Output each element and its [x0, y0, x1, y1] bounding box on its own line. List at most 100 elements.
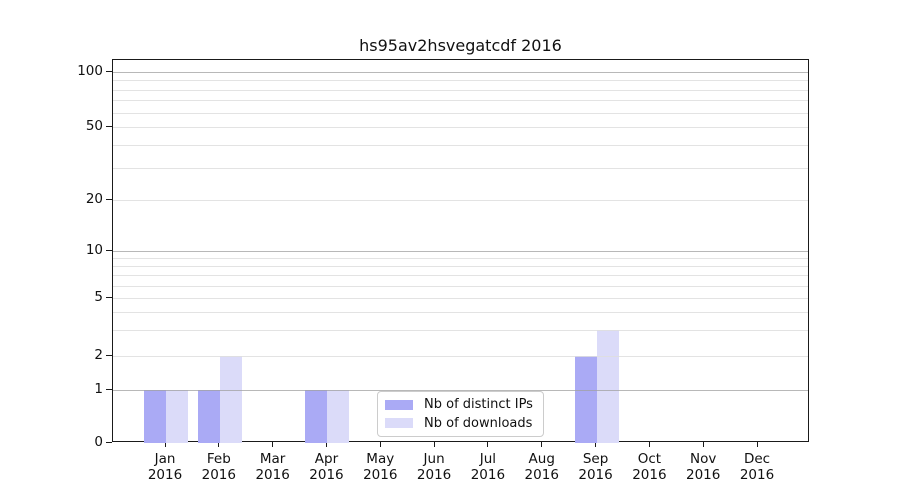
- year-label: 2016: [255, 467, 290, 483]
- year-label: 2016: [578, 467, 613, 483]
- y-tick-label: 100: [77, 63, 103, 79]
- year-label: 2016: [201, 467, 236, 483]
- y-tick: [106, 198, 112, 200]
- x-tick-label-nov: Nov 2016: [675, 451, 731, 483]
- y-tick-label: 1: [94, 381, 103, 397]
- month-label: Apr: [314, 451, 339, 467]
- minor-gridline: [113, 167, 808, 169]
- x-tick: [433, 442, 435, 447]
- month-label: Jul: [479, 451, 497, 467]
- minor-gridline: [113, 285, 808, 287]
- minor-gridline: [113, 100, 808, 102]
- x-tick: [756, 442, 758, 447]
- minor-gridline: [113, 258, 808, 260]
- minor-gridline: [113, 312, 808, 314]
- month-label: Oct: [637, 451, 662, 467]
- minor-gridline: [113, 200, 808, 201]
- y-tick: [106, 441, 112, 443]
- minor-gridline: [113, 298, 808, 299]
- x-tick-label-feb: Feb 2016: [191, 451, 247, 483]
- month-label: Jan: [154, 451, 176, 467]
- bar-nb-of-downloads-apr: [327, 390, 350, 443]
- x-tick: [164, 442, 166, 447]
- y-tick-label: 50: [85, 118, 103, 134]
- x-tick-label-mar: Mar 2016: [245, 451, 301, 483]
- legend-entry-distinct-ips: Nb of distinct IPs: [385, 397, 543, 413]
- year-label: 2016: [739, 467, 775, 483]
- minor-gridline: [113, 89, 808, 91]
- bar-nb-of-downloads-jan: [166, 390, 188, 443]
- x-tick-label-jul: Jul 2016: [460, 451, 516, 483]
- x-tick-label-jun: Jun 2016: [406, 451, 462, 483]
- legend-swatch-distinct-ips-icon: [385, 399, 413, 410]
- major-gridline: [113, 72, 808, 73]
- x-tick: [541, 442, 543, 447]
- minor-gridline: [113, 356, 808, 357]
- legend: Nb of distinct IPs Nb of downloads: [377, 391, 544, 437]
- y-tick: [106, 70, 112, 72]
- year-label: 2016: [363, 467, 398, 483]
- y-tick-label: 2: [94, 347, 103, 363]
- x-tick-label-aug: Aug 2016: [514, 451, 570, 483]
- year-label: 2016: [309, 467, 344, 483]
- y-tick-label: 10: [85, 242, 103, 258]
- x-tick-label-sep: Sep 2016: [568, 451, 624, 483]
- month-label: Jun: [423, 451, 445, 467]
- bar-nb-of-downloads-sep: [596, 330, 619, 443]
- major-gridline: [113, 251, 808, 252]
- month-label: Dec: [743, 451, 771, 467]
- bar-nb-of-distinct-ips-jan: [144, 390, 166, 443]
- month-label: Sep: [582, 451, 609, 467]
- year-label: 2016: [632, 467, 667, 483]
- chart-title: hs95av2hsvegatcdf 2016: [359, 36, 562, 55]
- x-tick: [218, 442, 220, 447]
- x-tick: [272, 442, 274, 447]
- y-tick: [106, 296, 112, 298]
- month-label: Mar: [259, 451, 286, 467]
- legend-label: Nb of distinct IPs: [424, 397, 533, 413]
- x-tick-label-oct: Oct 2016: [621, 451, 677, 483]
- year-label: 2016: [686, 467, 721, 483]
- minor-gridline: [113, 275, 808, 277]
- x-tick-label-jan: Jan 2016: [137, 451, 193, 483]
- month-label: Feb: [206, 451, 231, 467]
- bar-nb-of-downloads-feb: [219, 356, 242, 443]
- y-tick: [106, 249, 112, 251]
- bar-nb-of-distinct-ips-apr: [305, 390, 328, 443]
- month-label: Nov: [690, 451, 717, 467]
- legend-entry-downloads: Nb of downloads: [385, 415, 543, 431]
- x-tick-label-dec: Dec 2016: [729, 451, 785, 483]
- x-tick-label-may: May 2016: [352, 451, 408, 483]
- year-label: 2016: [470, 467, 506, 483]
- bars-layer: [113, 60, 808, 443]
- x-tick: [379, 442, 381, 447]
- plot-area: [112, 59, 809, 443]
- legend-label: Nb of downloads: [424, 415, 533, 431]
- x-tick-label-apr: Apr 2016: [298, 451, 354, 483]
- x-tick: [325, 442, 327, 447]
- month-label: Aug: [528, 451, 555, 467]
- bar-nb-of-distinct-ips-sep: [574, 356, 597, 443]
- x-tick: [648, 442, 650, 447]
- month-label: May: [366, 451, 395, 467]
- y-tick-label: 0: [94, 434, 103, 450]
- x-tick: [702, 442, 704, 447]
- legend-swatch-downloads-icon: [385, 418, 413, 429]
- minor-gridline: [113, 266, 808, 268]
- minor-gridline: [113, 112, 808, 114]
- minor-gridline: [113, 80, 808, 82]
- y-tick: [106, 354, 112, 356]
- minor-gridline: [113, 144, 808, 146]
- year-label: 2016: [147, 467, 183, 483]
- y-tick-label: 20: [85, 191, 103, 207]
- y-tick: [106, 125, 112, 127]
- year-label: 2016: [416, 467, 452, 483]
- major-gridline: [113, 390, 808, 391]
- y-tick: [106, 388, 112, 390]
- minor-gridline: [113, 330, 808, 332]
- x-tick: [487, 442, 489, 447]
- grid-layer: [113, 60, 808, 441]
- bar-nb-of-distinct-ips-feb: [197, 390, 220, 443]
- y-tick-label: 5: [94, 289, 103, 305]
